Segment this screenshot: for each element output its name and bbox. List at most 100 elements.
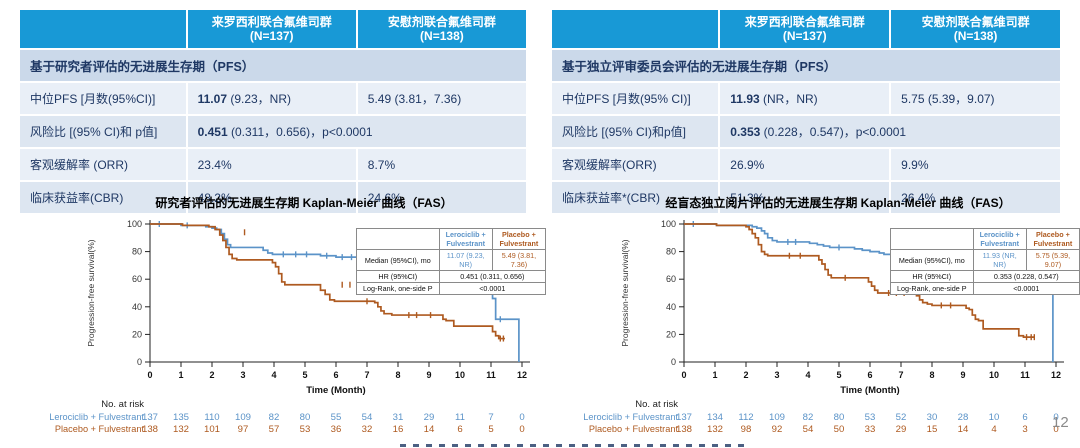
chart-canvas: 0 20 40 60 80 100 0 1 2 3 4 5 6 7 8 9 10 11 12 Progression-… — [49, 212, 550, 448]
risk-count: 15 — [927, 424, 938, 435]
risk-count: 138 — [142, 424, 158, 435]
table-row: 风险比 [(95% CI)和 p值] 0.451 (0.311，0.656)，p… — [18, 114, 529, 149]
y-tick-label: 0 — [137, 357, 142, 367]
y-tick-label: 40 — [132, 302, 142, 312]
x-tick-label: 1 — [178, 370, 183, 380]
x-tick-label: 5 — [836, 370, 841, 380]
risk-count: 137 — [142, 412, 158, 423]
legend-value: 11.07 (9.23, NR) — [438, 249, 493, 271]
row-label: 客观缓解率(ORR) — [549, 147, 721, 182]
legend-value: 0.451 (0.311, 0.656) — [438, 270, 547, 283]
risk-count: 137 — [676, 412, 692, 423]
x-tick-label: 9 — [960, 370, 965, 380]
risk-count: 28 — [958, 412, 969, 423]
risk-count: 50 — [834, 424, 845, 435]
section-title: 基于独立评审委员会评估的无进展生存期（PFS） — [550, 48, 1062, 83]
x-axis-label: Time (Month) — [840, 385, 899, 396]
x-tick-label: 1 — [712, 370, 717, 380]
x-tick-label: 2 — [743, 370, 748, 380]
legend-value: 5.49 (3.81, 7.36) — [491, 249, 547, 271]
arm-name: 安慰剂联合氟维司群 — [387, 14, 496, 29]
arm-name: 安慰剂联合氟维司群 — [921, 14, 1030, 29]
value-rest: (NR，NR) — [759, 92, 818, 106]
legend-value: <0.0001 — [972, 282, 1080, 295]
legend-row-label: HR (95%CI) — [890, 270, 974, 283]
value-strong: 0.353 — [730, 125, 761, 139]
risk-count: 132 — [707, 424, 723, 435]
x-tick-label: 5 — [302, 370, 307, 380]
risk-count: 6 — [1022, 412, 1027, 423]
header-empty-cell — [18, 8, 188, 50]
risk-count: 80 — [834, 412, 845, 423]
risk-count: 138 — [676, 424, 692, 435]
risk-count: 132 — [173, 424, 189, 435]
value-rest: (0.311，0.656)，p<0.0001 — [227, 125, 373, 139]
table-header-row: 来罗西利联合氟维司群 (N=137) 安慰剂联合氟维司群 (N=138) — [18, 8, 529, 50]
y-tick-label: 80 — [666, 247, 676, 257]
risk-count: 112 — [738, 412, 753, 423]
section-row: 基于研究者评估的无进展生存期（PFS） — [18, 48, 528, 83]
row-label: 临床获益率(CBR) — [18, 180, 188, 215]
value-rest: (9.23，NR) — [227, 92, 292, 106]
legend-value: 11.93 (NR, NR) — [972, 249, 1027, 271]
row-label: 风险比 [(95% CI)和 p值] — [18, 114, 188, 149]
table-row: 临床获益率*(CBR) 51.3% 26.4% — [549, 180, 1062, 215]
risk-row-label: Lerociclib + Fulvestrant — [583, 412, 678, 422]
value-rest: (0.228，0.547)，p<0.0001 — [760, 125, 907, 139]
value-strong: 11.93 — [730, 92, 760, 106]
x-tick-label: 6 — [333, 370, 338, 380]
risk-count: 0 — [1053, 412, 1058, 423]
risk-count: 134 — [707, 412, 724, 423]
y-tick-label: 80 — [132, 247, 142, 257]
risk-count: 55 — [331, 412, 342, 423]
value-cell: 26.9% — [718, 147, 892, 182]
chart-canvas: 0 20 40 60 80 100 0 1 2 3 4 5 6 7 8 9 10 11 12 Progression-… — [583, 212, 1080, 448]
y-tick-label: 60 — [132, 274, 142, 284]
arm-n: (N=137) — [782, 29, 827, 43]
chart-title: 研究者评估的无进展生存期 Kaplan-Meier 曲线（FAS） — [155, 196, 453, 210]
value-strong: 11.07 — [197, 92, 227, 106]
km-chart-investigator: 研究者评估的无进展生存期 Kaplan-Meier 曲线（FAS） 0 20 40 6… — [49, 196, 550, 448]
risk-count: 109 — [235, 412, 251, 423]
value-cell: 26.4% — [889, 180, 1062, 215]
chart-title: 经盲态独立阅片评估的无进展生存期 Kaplan-Meier 曲线（FAS） — [665, 196, 1011, 210]
risk-count: 14 — [958, 424, 969, 435]
value-cell: 8.7% — [355, 147, 529, 182]
y-tick-label: 40 — [666, 302, 676, 312]
value-cell: 11.93 (NR，NR) — [718, 81, 892, 116]
legend-row-label: Log-Rank, one-side P — [890, 282, 974, 295]
table-row: 客观缓解率(ORR) 26.9% 9.9% — [549, 147, 1062, 182]
risk-count: 30 — [927, 412, 938, 423]
x-tick-label: 7 — [898, 370, 903, 380]
value-cell: 5.49 (3.81，7.36) — [355, 81, 529, 116]
km-chart-blinded-independent-review: 经盲态独立阅片评估的无进展生存期 Kaplan-Meier 曲线（FAS） 0 2… — [583, 196, 1080, 448]
legend-row-label: Median (95%CI), mo — [890, 249, 974, 271]
risk-count: 135 — [173, 412, 189, 423]
risk-count: 82 — [269, 412, 280, 423]
risk-count: 53 — [300, 424, 311, 435]
y-axis-label: Progression-free survival(%) — [86, 239, 96, 346]
x-axis-label: Time (Month) — [306, 385, 365, 396]
x-tick-label: 8 — [395, 370, 400, 380]
x-tick-label: 0 — [147, 370, 152, 380]
table-row: 临床获益率(CBR) 48.2% 24.6% — [18, 180, 529, 215]
risk-count: 80 — [300, 412, 311, 423]
risk-row-label: Lerociclib + Fulvestrant — [49, 412, 144, 422]
y-tick-label: 60 — [666, 274, 676, 284]
table-row: 中位PFS [月数(95%CI)] 11.07 (9.23，NR) 5.49 (… — [18, 81, 529, 116]
x-tick-label: 4 — [805, 370, 810, 380]
clipped-footnote-fragment — [400, 444, 745, 447]
x-tick-label: 3 — [240, 370, 245, 380]
risk-count: 54 — [803, 424, 814, 435]
risk-count: 6 — [457, 424, 462, 435]
page-number: 12 — [1052, 414, 1069, 431]
row-label: 中位PFS [月数(95% CI)] — [549, 81, 721, 116]
value-cell: 9.9% — [889, 147, 1062, 182]
value-cell: 0.451 (0.311，0.656)，p<0.0001 — [185, 114, 529, 149]
risk-count: 33 — [865, 424, 876, 435]
x-tick-label: 12 — [1051, 370, 1061, 380]
legend-table: Lerociclib + Fulvestrant Placebo + Fulvestr… — [890, 228, 1080, 295]
value-cell: 23.4% — [185, 147, 358, 182]
legend-row-label: HR (95%CI) — [356, 270, 440, 283]
y-tick-label: 20 — [666, 329, 676, 339]
